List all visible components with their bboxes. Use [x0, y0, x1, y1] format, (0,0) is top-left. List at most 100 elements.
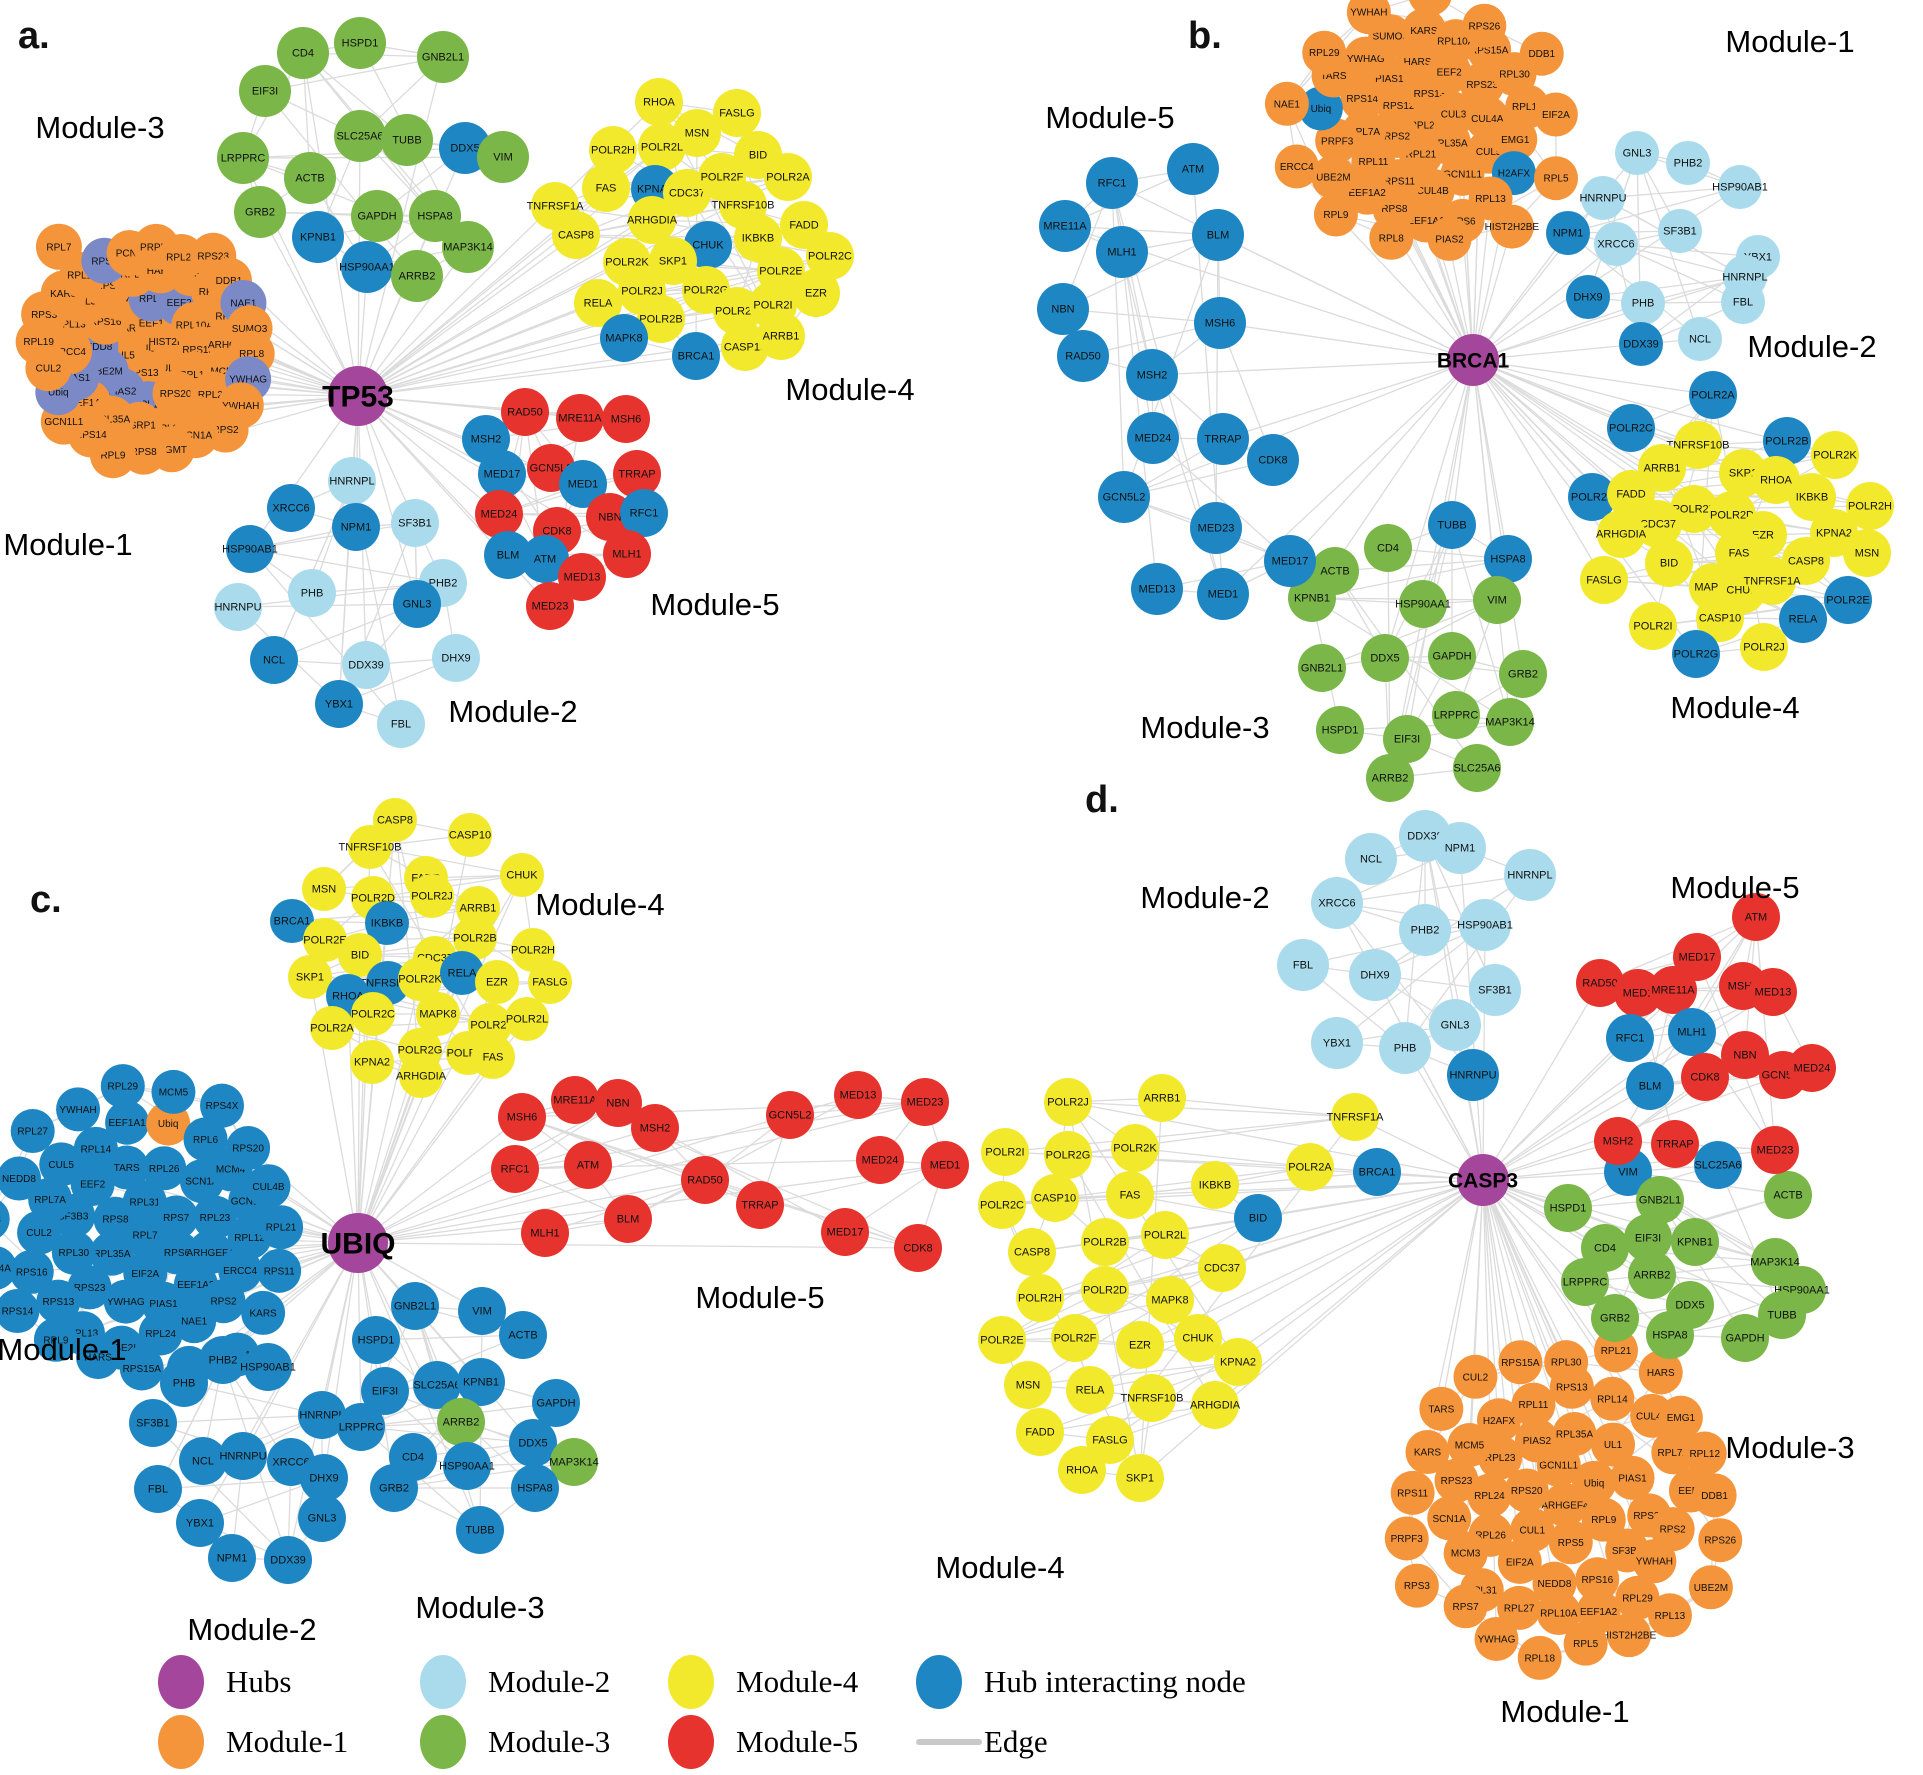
node-EZR — [475, 960, 519, 1004]
node-ATM — [1732, 893, 1780, 941]
node-label: CDK8 — [542, 526, 571, 538]
node-KPNB1 — [292, 211, 344, 263]
node-label: RPS7 — [1453, 1602, 1480, 1613]
node-MSH2 — [1594, 1117, 1642, 1165]
node-CUL2 — [17, 1210, 62, 1255]
node-label: RPS13 — [127, 368, 159, 379]
node-label: CASP10 — [1034, 1193, 1076, 1205]
node-label: DDX5 — [1675, 1300, 1704, 1312]
node-PHB — [288, 569, 336, 617]
node-SF3B1 — [391, 499, 439, 547]
node-label: HIST2H2BE — [1602, 1631, 1657, 1642]
node-label: RPL27 — [17, 1127, 48, 1138]
node-NCL — [1345, 833, 1397, 885]
node-RHOA — [1058, 1446, 1106, 1494]
node-label: TUBB — [465, 1525, 494, 1537]
node-RFC1 — [491, 1145, 539, 1193]
node-POLR2E — [978, 1316, 1026, 1364]
node-RPS15A — [119, 1346, 164, 1391]
node-POLR2A — [1689, 371, 1737, 419]
node-ACTB — [1764, 1171, 1812, 1219]
node-POLR2J — [1740, 623, 1788, 671]
node-label: ACTB — [295, 173, 324, 185]
node-label: RPL7 — [132, 1231, 157, 1242]
node-label: POLR2L — [1144, 1230, 1186, 1242]
node-label: TNFRSF1A — [1744, 576, 1802, 588]
node-label: RFC1 — [1616, 1033, 1645, 1045]
node-label: POLR2J — [411, 891, 453, 903]
node-LRPPRC — [1432, 691, 1480, 739]
node-label: HARS — [1647, 1368, 1675, 1379]
node-label: KPNB1 — [300, 232, 336, 244]
node-RPS20 — [226, 1126, 271, 1171]
node-label: HSPD1 — [358, 1335, 395, 1347]
node-label: MED13 — [1139, 584, 1176, 596]
node-NEDD8 — [0, 1156, 41, 1201]
node-ARRB1 — [1138, 1074, 1186, 1122]
node-label: NBN — [1733, 1050, 1756, 1062]
node-label: GAPDH — [357, 211, 396, 223]
module-label-a-module-5: Module-5 — [650, 587, 779, 622]
node-label: ATM — [1182, 164, 1204, 176]
node-label: RPL13 — [1475, 194, 1506, 205]
node-LRPPRC — [337, 1403, 385, 1451]
node-DDX39 — [1619, 322, 1663, 366]
panel-a: CUL4BUL1RPS13CUL5TARSEEF1A1HIST2H2BERPL1… — [3, 15, 915, 748]
node-MED17 — [1264, 535, 1316, 587]
node-label: RHOA — [1066, 1465, 1098, 1477]
node-label: ATM — [534, 554, 556, 566]
node-label: RPS8 — [102, 1214, 129, 1225]
node-label: DDX5 — [518, 1438, 547, 1450]
module-label-d-module-3: Module-3 — [1725, 1430, 1854, 1465]
node-MSN — [1004, 1361, 1052, 1409]
node-label: DHX9 — [1360, 970, 1389, 982]
node-label: CD4 — [402, 1452, 424, 1464]
node-HSP90AB1 — [244, 1343, 292, 1391]
node-RPL35A — [89, 1231, 134, 1276]
node-label: MED17 — [1679, 952, 1716, 964]
node-label: IKBKB — [371, 918, 403, 930]
node-label: MED24 — [1135, 433, 1172, 445]
node-label: CUL3 — [1441, 109, 1467, 120]
node-label: RAD50 — [507, 407, 542, 419]
node-KPNA2 — [350, 1040, 394, 1084]
panel-letter-c: c. — [30, 879, 62, 921]
node-label: RPL26 — [1475, 1530, 1506, 1541]
node-label: GNL3 — [403, 599, 432, 611]
node-label: GCN1L1 — [1443, 169, 1482, 180]
node-POLR2H — [589, 126, 637, 174]
node-MED13 — [834, 1071, 882, 1119]
hub-interacting-node-swatch-icon — [916, 1655, 962, 1709]
node-POLR2L — [505, 997, 549, 1041]
node-label: Ubiq — [1584, 1478, 1605, 1489]
node-label: CASP8 — [377, 815, 413, 827]
node-MAPK8 — [600, 314, 648, 362]
node-RPL27 — [1497, 1585, 1542, 1630]
node-PHB2 — [199, 1336, 247, 1384]
node-label: SLC25A6 — [413, 1380, 460, 1392]
node-POLR2K — [1811, 431, 1859, 479]
node-RPL21 — [259, 1205, 304, 1250]
node-label: HSPA8 — [517, 1483, 552, 1495]
node-KARS — [241, 1290, 286, 1335]
node-label: MSH6 — [1205, 318, 1236, 330]
node-TRRAP — [1651, 1120, 1699, 1168]
node-label: RPS4X — [206, 1101, 239, 1112]
node-label: LRPPRC — [1434, 710, 1479, 722]
node-label: YWHAG — [1478, 1634, 1516, 1645]
node-label: UBE2M — [1694, 1583, 1728, 1594]
node-label: POLR2G — [1674, 649, 1719, 661]
module-label-a-module-2: Module-2 — [448, 694, 577, 729]
node-ARRB2 — [391, 250, 443, 302]
node-label: RPL14 — [1597, 1394, 1628, 1405]
node-label: RPS8 — [1381, 204, 1408, 215]
node-BLM — [484, 531, 532, 579]
node-label: RPS2 — [212, 425, 239, 436]
node-HNRNPU — [1581, 176, 1625, 220]
node-label: YWHAH — [1350, 8, 1387, 19]
node-label: MLH1 — [1107, 247, 1136, 259]
node-label: MCM4 — [210, 366, 240, 377]
node-label: SLC25A6 — [1694, 1160, 1741, 1172]
legend-column-1: Hubs Module-1 — [158, 1652, 420, 1772]
